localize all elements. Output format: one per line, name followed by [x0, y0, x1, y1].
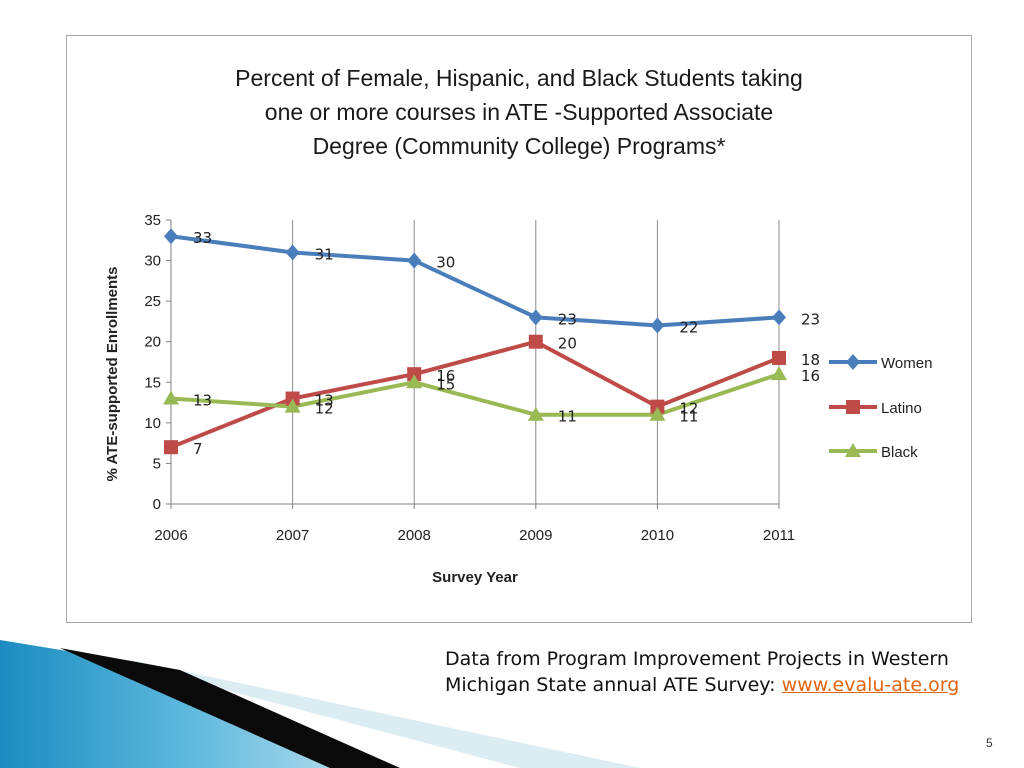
- y-tick-label: 5: [153, 455, 161, 472]
- data-label-women: 23: [801, 310, 820, 328]
- chart-title-line: Percent of Female, Hispanic, and Black S…: [235, 65, 803, 91]
- y-tick-label: 25: [144, 293, 161, 310]
- y-tick-label: 15: [144, 374, 161, 391]
- data-point-black: [284, 398, 301, 413]
- data-point-latino: [164, 440, 178, 455]
- data-point-latino: [285, 391, 300, 406]
- series-line-black: [169, 372, 781, 417]
- series-line-latino: [169, 339, 781, 450]
- x-tick-label: 2006: [154, 527, 187, 544]
- chart-title-line: one or more courses in ATE -Supported As…: [265, 99, 773, 125]
- legend-label-latino: Latino: [881, 400, 922, 417]
- data-point-latino: [528, 334, 543, 349]
- y-tick-label: 0: [153, 496, 161, 513]
- data-point-women: [650, 317, 665, 334]
- data-point-women: [407, 252, 422, 269]
- data-point-women: [528, 309, 543, 326]
- x-axis-title: Survey Year: [432, 569, 518, 586]
- data-label-black: 11: [679, 408, 698, 426]
- data-point-black: [649, 406, 666, 421]
- line-chart: Percent of Female, Hispanic, and Black S…: [104, 65, 932, 586]
- data-label-latino: 13: [315, 392, 334, 410]
- data-label-women: 33: [193, 229, 212, 247]
- series-line-women: [169, 234, 781, 328]
- chart-frame: Percent of Female, Hispanic, and Black S…: [66, 35, 972, 623]
- x-tick-label: 2011: [763, 527, 795, 544]
- legend-marker-black: [845, 443, 861, 457]
- data-label-latino: 20: [558, 335, 577, 353]
- y-tick-label: 10: [144, 415, 161, 432]
- data-point-black: [163, 390, 179, 405]
- data-point-latino: [772, 350, 786, 365]
- legend-label-women: Women: [881, 355, 932, 372]
- data-point-latino: [407, 367, 422, 382]
- data-label-women: 31: [315, 245, 334, 263]
- data-label-black: 13: [193, 392, 212, 410]
- data-point-black: [771, 366, 787, 381]
- data-label-latino: 16: [436, 367, 455, 385]
- y-tick-label: 35: [144, 212, 161, 229]
- x-tick-label: 2007: [276, 527, 309, 544]
- data-label-black: 11: [558, 408, 577, 426]
- data-label-women: 30: [436, 254, 455, 272]
- data-label-latino: 7: [193, 440, 203, 458]
- y-tick-label: 20: [144, 334, 161, 351]
- chart-title-line: Degree (Community College) Programs*: [313, 133, 726, 159]
- source-text: Data from Program Improvement Projects i…: [445, 648, 949, 696]
- data-point-women: [285, 244, 300, 261]
- data-label-women: 23: [558, 310, 577, 328]
- data-label-women: 22: [679, 318, 698, 336]
- y-tick-label: 30: [144, 253, 161, 270]
- data-label-latino: 12: [679, 400, 698, 418]
- data-point-women: [164, 228, 178, 245]
- data-label-black: 15: [436, 375, 455, 393]
- data-label-latino: 18: [801, 351, 820, 369]
- data-point-latino: [650, 399, 665, 414]
- data-point-women: [772, 309, 786, 326]
- data-label-black: 16: [801, 367, 820, 385]
- data-point-black: [527, 406, 544, 421]
- slide-number: 5: [986, 736, 993, 750]
- decorative-swoosh: [0, 640, 640, 768]
- source-link[interactable]: www.evalu-ate.org: [781, 674, 960, 696]
- data-label-black: 12: [315, 400, 334, 418]
- legend-marker-latino: [846, 400, 860, 414]
- legend-label-black: Black: [881, 444, 918, 461]
- data-point-black: [406, 374, 423, 389]
- x-tick-label: 2010: [641, 527, 674, 544]
- x-tick-label: 2009: [519, 527, 552, 544]
- y-axis-title: % ATE-supported Enrollments: [104, 266, 121, 481]
- x-tick-label: 2008: [398, 527, 431, 544]
- source-note: Data from Program Improvement Projects i…: [445, 646, 985, 698]
- legend-marker-women: [846, 354, 860, 370]
